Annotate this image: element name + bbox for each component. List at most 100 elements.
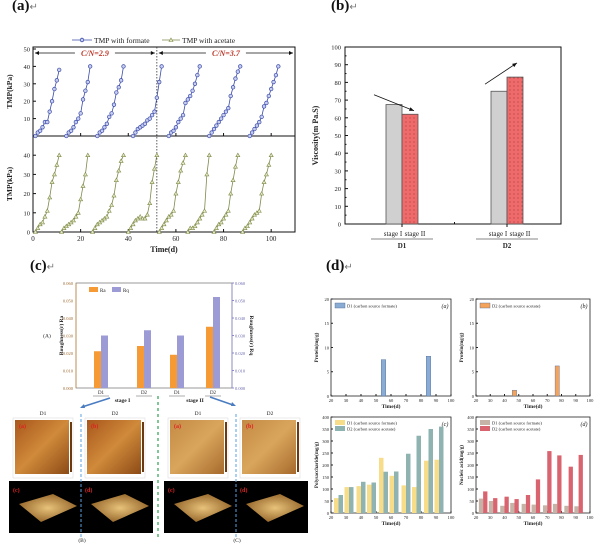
x-category-label: D2 (141, 391, 148, 396)
viscosity-chart: 0 10 20 30 40 50 60 70 80 90 100 Viscosity(m Pa.S) s… (311, 45, 562, 250)
formate-point (269, 86, 274, 92)
acetate-point (137, 214, 143, 219)
formate-point (190, 88, 195, 93)
x-axis-label: Time(d) (382, 520, 401, 527)
bar-rq (177, 335, 184, 388)
acetate-point (73, 214, 79, 219)
data-bar-d2 (361, 481, 366, 513)
legend-label: D2 (carbon source acetate) (492, 427, 541, 432)
acetate-cycle-line (35, 155, 60, 233)
formate-point (226, 106, 231, 111)
trend-arrow-decrease (373, 94, 415, 112)
panel-label-c: (c)↵ (30, 258, 55, 275)
plot-frame (330, 298, 452, 397)
y-tick-label-right: 0.040 (235, 316, 246, 321)
acetate-point (201, 208, 208, 213)
formate-point (142, 121, 148, 126)
afm-3d-surface (19, 494, 77, 522)
acetate-point (178, 167, 184, 173)
data-bar-d2 (383, 471, 388, 513)
legend-swatch-rq (112, 287, 121, 292)
x-category-label: stage II (510, 230, 531, 238)
y-tick-label: 100 (322, 487, 330, 492)
legend-label-rq: Rq (123, 289, 129, 294)
acetate-cycle-line (127, 155, 158, 233)
afm-group-caption: (B) (78, 537, 86, 544)
y-tick-label: 10 (325, 345, 330, 350)
acetate-point (232, 164, 238, 169)
acetate-point (268, 152, 274, 157)
y-tick-label-left: 0.060 (63, 281, 74, 286)
y-tick-label: 0 (472, 394, 475, 399)
formate-point (185, 97, 190, 102)
formate-point (173, 125, 179, 130)
afm-group-caption: (C) (233, 537, 241, 544)
formate-point (271, 79, 276, 85)
data-bar-d2 (578, 454, 583, 513)
y-tick-label-top: 50 (24, 47, 31, 54)
formate-point (238, 64, 243, 69)
data-bar-d1 (344, 487, 349, 513)
x-tick-label: 60 (389, 398, 394, 403)
data-bar-d2 (428, 429, 433, 513)
legend-label: D1 (carbon source formate) (492, 421, 542, 426)
formate-point (76, 116, 81, 121)
formate-point (73, 119, 79, 125)
legend-label: D1 (carbon source formate) (347, 304, 397, 309)
data-bar-d2 (547, 451, 552, 513)
x-tick-label: 70 (545, 515, 550, 520)
data-bar-d2 (557, 455, 562, 513)
y-tick-label: 200 (467, 463, 475, 468)
acetate-point (213, 225, 219, 230)
formate-point (114, 90, 119, 95)
x-tick-label: 100 (448, 398, 456, 403)
acetate-point (228, 190, 234, 196)
data-bar (512, 389, 517, 397)
bar-ra (206, 326, 213, 388)
formate-point (133, 130, 138, 135)
acetate-point (244, 223, 250, 229)
acetate-point (90, 229, 96, 234)
data-bar-d1 (379, 457, 384, 513)
acetate-point (82, 171, 88, 177)
x-tick-label: 50 (517, 398, 522, 403)
acetate-point (128, 225, 134, 230)
data-bar-d2 (525, 495, 531, 513)
data-bar-d2 (535, 479, 541, 513)
acetate-point (159, 225, 165, 230)
x-tick-label: 40 (359, 398, 364, 403)
formate-point (171, 128, 176, 133)
data-bar-d2 (416, 435, 421, 513)
afm-tile-label: (a) (174, 423, 181, 430)
y-axis-label-bottom: TMP(kPa) (5, 166, 14, 201)
formate-point (104, 121, 109, 126)
acetate-point (266, 162, 272, 167)
acetate-point (35, 225, 41, 230)
data-bar-d1 (542, 505, 548, 513)
formate-point (80, 97, 86, 102)
afm-colorbar (225, 422, 227, 472)
data-bar-d1 (478, 498, 484, 513)
x-axis-label: Time(d) (524, 520, 543, 527)
formate-point (40, 125, 45, 130)
group-label-D2: D2 (503, 242, 512, 250)
chart-d-d: 0 50 100 150 200 250 300 350 400 20 30 40 50 60 70 80 90… (460, 415, 594, 527)
acetate-point (113, 177, 119, 182)
return-mark: ↵ (29, 2, 38, 13)
chart-d-a: 0 5 10 15 20 20 30 40 50 60 70 80 90 100 Time(d) Protei… (315, 297, 455, 410)
afm-tile-label: (b) (246, 423, 253, 430)
formate-point (178, 116, 183, 121)
roughness-chart: 0.000 0.000 0.010 0.010 0.020 0.020 0.030 0.030… (9, 281, 308, 544)
y-tick-label: 0 (327, 511, 330, 516)
formate-point (249, 130, 255, 135)
data-bar-d1 (334, 498, 339, 513)
formate-point (68, 128, 74, 133)
data-bar-d1 (356, 486, 361, 513)
legend-swatch (480, 426, 490, 431)
y-tick-label: 150 (467, 475, 475, 480)
formate-point (159, 64, 164, 69)
acetate-point (47, 194, 53, 200)
data-bar-d2 (338, 495, 343, 513)
x-axis-label: Time(d) (150, 245, 178, 254)
